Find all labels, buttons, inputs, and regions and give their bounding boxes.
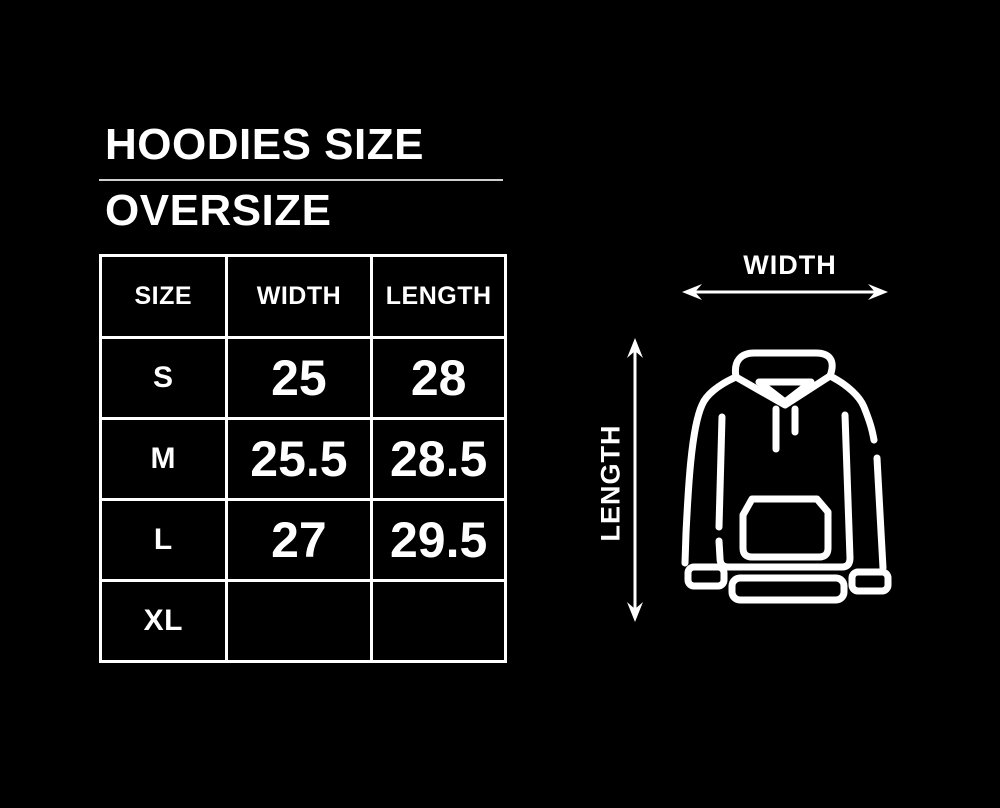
table-row: XL: [99, 579, 507, 663]
length-cell: 28: [370, 336, 507, 420]
width-cell: 25.5: [224, 417, 374, 501]
page-subtitle: OVERSIZE: [105, 186, 332, 235]
size-cell: XL: [99, 579, 228, 663]
size-cell: S: [99, 336, 228, 420]
width-cell: [224, 579, 374, 663]
size-cell: L: [99, 498, 228, 582]
title-divider: [99, 179, 503, 181]
width-arrow-icon: [682, 284, 888, 300]
length-cell: 29.5: [370, 498, 507, 582]
length-arrow-icon: [627, 338, 643, 622]
width-cell: 25: [224, 336, 374, 420]
col-header-width: WIDTH: [224, 254, 374, 339]
table-row: M 25.5 28.5: [99, 417, 507, 501]
title-block: HOODIES SIZE OVERSIZE: [99, 120, 503, 236]
size-table: SIZE WIDTH LENGTH S 25 28 M 25.5 28.5 L …: [99, 254, 507, 663]
length-cell: 28.5: [370, 417, 507, 501]
size-cell: M: [99, 417, 228, 501]
length-label: LENGTH: [595, 424, 626, 542]
page-title: HOODIES SIZE: [105, 120, 424, 169]
hoodie-icon: [681, 349, 892, 604]
col-header-length: LENGTH: [370, 254, 507, 339]
table-row: L 27 29.5: [99, 498, 507, 582]
col-header-size: SIZE: [99, 254, 228, 339]
table-header-row: SIZE WIDTH LENGTH: [99, 254, 507, 339]
width-label: WIDTH: [743, 250, 837, 280]
table-row: S 25 28: [99, 336, 507, 420]
length-cell: [370, 579, 507, 663]
width-cell: 27: [224, 498, 374, 582]
